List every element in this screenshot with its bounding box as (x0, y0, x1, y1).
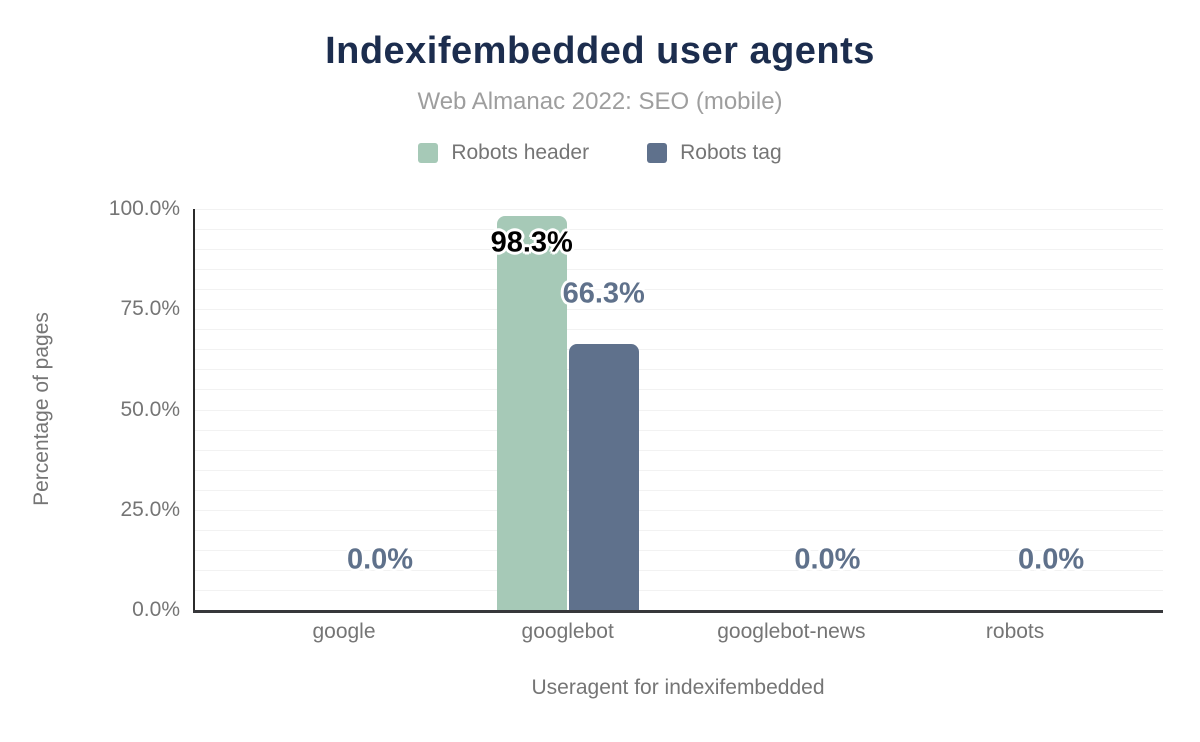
grid-line (193, 489, 1163, 491)
grid-line (193, 509, 1163, 511)
grid-line (193, 409, 1163, 411)
y-tick-label: 25.0% (120, 497, 180, 521)
grid-line (193, 469, 1163, 471)
y-tick-label: 0.0% (132, 598, 180, 621)
grid-line (193, 249, 1163, 251)
bar-robots-tag (568, 344, 639, 610)
grid-line (193, 589, 1163, 591)
legend-item-robots-header: Robots header (418, 141, 589, 165)
x-axis-line (193, 610, 1163, 613)
grid-line (193, 569, 1163, 571)
bar-value-label: 0.0% (794, 543, 861, 576)
grid-line (193, 209, 1163, 210)
legend-item-robots-tag: Robots tag (647, 141, 782, 165)
x-tick-label: googlebot (521, 620, 614, 643)
grid-line (193, 529, 1163, 531)
y-axis-line (193, 209, 195, 610)
legend: Robots header Robots tag (0, 140, 1200, 166)
x-tick-label: robots (985, 620, 1045, 643)
grid-line (193, 349, 1163, 351)
grid-line (193, 449, 1163, 451)
legend-label: Robots header (451, 141, 590, 164)
bar-value-label: 0.0% (346, 543, 414, 576)
bar-robots-header (496, 215, 567, 610)
grid-line (193, 369, 1163, 371)
y-axis-title: Percentage of pages (30, 312, 53, 506)
y-tick-label: 50.0% (120, 397, 180, 421)
grid-line (193, 549, 1163, 551)
grid-line (193, 329, 1163, 331)
x-tick-label: google (312, 620, 376, 643)
y-tick-label: 100.0% (108, 197, 180, 220)
grid-line (193, 389, 1163, 391)
bar-value-label: 66.3% (562, 277, 645, 310)
grid-line (193, 429, 1163, 431)
chart-subtitle: Web Almanac 2022: SEO (mobile) (417, 88, 783, 115)
grid-line (193, 289, 1163, 291)
grid-line (193, 269, 1163, 271)
bar-value-label: 0.0% (1018, 543, 1085, 576)
legend-swatch-icon (418, 143, 439, 163)
y-tick-label: 75.0% (120, 297, 180, 321)
grid-line (193, 229, 1163, 231)
bar-value-label: 98.3% (490, 226, 573, 259)
x-tick-label: googlebot-news (717, 620, 866, 643)
chart-title: Indexifembedded user agents (325, 30, 875, 72)
legend-label: Robots tag (680, 141, 782, 164)
x-axis-title: Useragent for indexifembedded (531, 676, 825, 699)
grid-line (193, 309, 1163, 311)
legend-swatch-icon (647, 143, 668, 163)
